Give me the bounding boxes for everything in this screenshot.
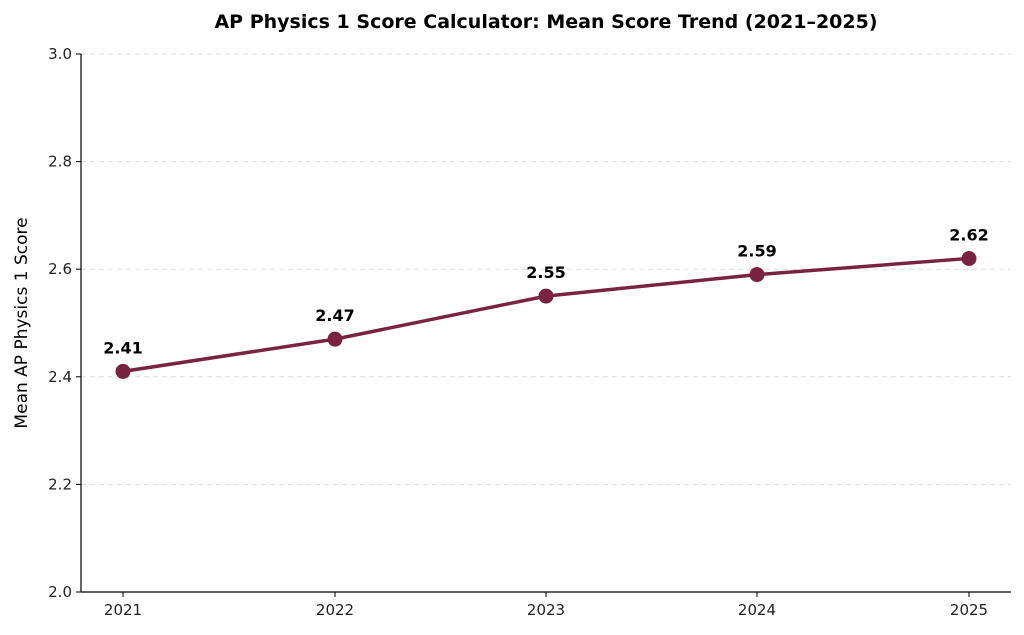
x-axis-ticks: 2021 2022 2023 2024 2025 xyxy=(104,592,988,619)
data-label: 2.55 xyxy=(526,263,565,282)
gridlines xyxy=(81,53,1011,485)
y-tick-label: 2.4 xyxy=(48,368,72,386)
x-tick-label: 2025 xyxy=(950,601,988,619)
data-label: 2.47 xyxy=(315,306,354,325)
chart-title: AP Physics 1 Score Calculator: Mean Scor… xyxy=(214,11,877,33)
y-tick-label: 2.2 xyxy=(48,475,72,493)
data-label: 2.59 xyxy=(737,242,776,261)
x-tick-label: 2023 xyxy=(527,601,565,619)
y-axis-label: Mean AP Physics 1 Score xyxy=(12,217,32,428)
data-labels: 2.41 2.47 2.55 2.59 2.62 xyxy=(103,225,988,357)
y-axis-ticks: 2.0 2.2 2.4 2.6 2.8 3.0 xyxy=(48,45,81,601)
data-label: 2.41 xyxy=(103,338,142,357)
data-label: 2.62 xyxy=(949,225,988,244)
series-mean-score xyxy=(115,250,977,379)
data-point xyxy=(961,250,977,266)
y-tick-label: 2.8 xyxy=(48,153,72,171)
x-tick-label: 2021 xyxy=(104,601,142,619)
data-point xyxy=(749,267,765,283)
data-point xyxy=(327,331,343,347)
data-point xyxy=(115,363,131,379)
y-tick-label: 2.0 xyxy=(48,583,72,601)
x-tick-label: 2024 xyxy=(738,601,776,619)
data-point xyxy=(538,288,554,304)
y-tick-label: 2.6 xyxy=(48,260,72,278)
x-tick-label: 2022 xyxy=(316,601,354,619)
y-tick-label: 3.0 xyxy=(48,45,72,63)
